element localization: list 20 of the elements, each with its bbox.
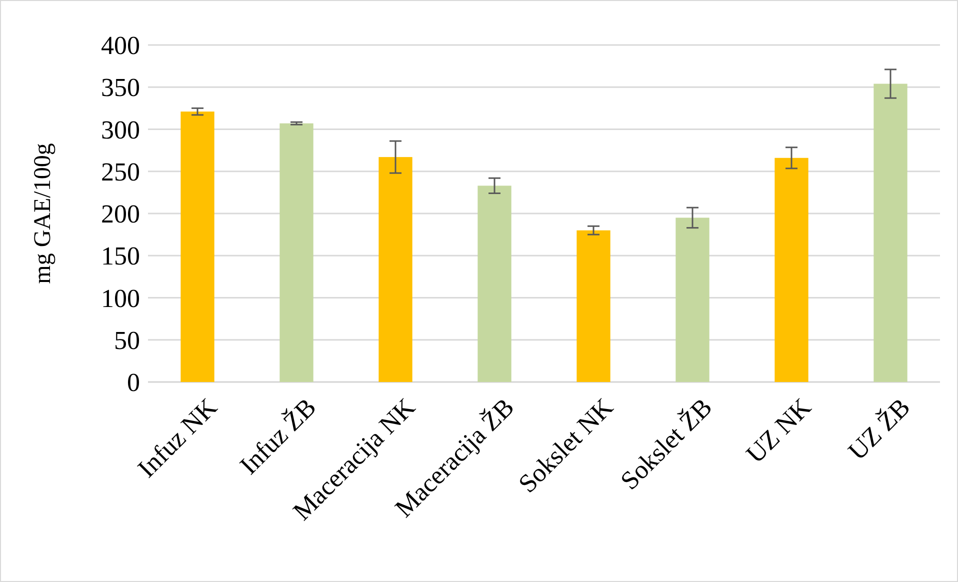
bar (280, 123, 314, 382)
x-tick-label: UZ ŽB (842, 392, 916, 466)
y-tick-label: 100 (101, 284, 140, 313)
y-tick-label: 350 (101, 73, 140, 102)
y-tick-label: 400 (101, 31, 140, 60)
bar (874, 84, 908, 382)
y-tick-label: 150 (101, 242, 140, 271)
y-tick-label: 50 (114, 326, 140, 355)
y-tick-label: 300 (101, 115, 140, 144)
bar (676, 218, 710, 382)
y-tick-label: 0 (127, 368, 140, 398)
bar (576, 230, 610, 382)
y-axis-title: mg GAE/100g (30, 143, 56, 284)
y-tick-label: 200 (101, 200, 140, 229)
bar (378, 157, 412, 382)
bar (774, 158, 808, 382)
x-tick-label: UZ NK (740, 392, 817, 469)
y-tick-label: 250 (101, 157, 140, 186)
bar (180, 112, 214, 382)
bar (478, 186, 512, 382)
